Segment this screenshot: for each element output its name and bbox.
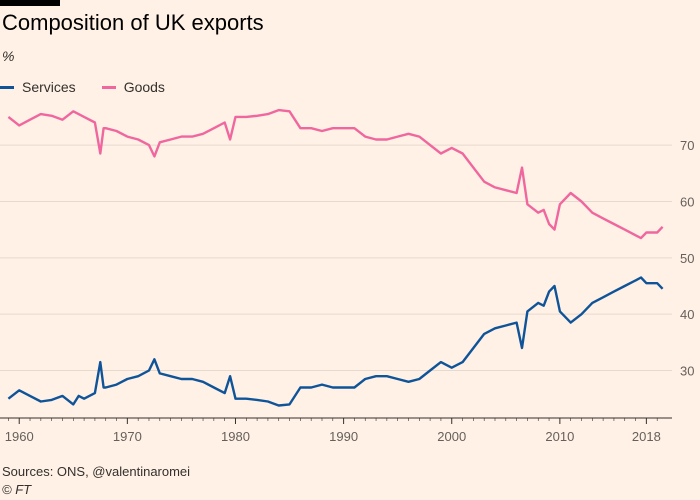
legend-swatch-goods xyxy=(101,85,116,89)
credit-note: © FT xyxy=(2,482,32,497)
y-tick-label-40: 40 xyxy=(680,307,694,322)
legend: Services Goods xyxy=(0,79,165,95)
x-tick-label-1980: 1980 xyxy=(221,429,250,444)
y-tick-label-30: 30 xyxy=(680,364,694,379)
x-tick-label-1990: 1990 xyxy=(329,429,358,444)
chart-title: Composition of UK exports xyxy=(2,10,264,35)
legend-label-goods: Goods xyxy=(123,79,165,95)
source-note: Sources: ONS, @valentinaromei xyxy=(2,464,191,479)
legend-item-goods: Goods xyxy=(101,79,165,95)
ft-top-bar xyxy=(0,0,60,6)
y-tick-label-50: 50 xyxy=(680,251,694,266)
unit-label: % xyxy=(2,48,15,64)
x-tick-label-1960: 1960 xyxy=(5,429,34,444)
x-tick-label-2018: 2018 xyxy=(632,429,661,444)
x-tick-label-2000: 2000 xyxy=(437,429,466,444)
x-tick-label-1970: 1970 xyxy=(113,429,142,444)
series-line-goods xyxy=(7,108,664,240)
legend-swatch-services xyxy=(0,85,14,89)
x-tick-label-2010: 2010 xyxy=(545,429,574,444)
series-line-services xyxy=(7,276,664,407)
y-tick-label-60: 60 xyxy=(680,194,694,209)
legend-label-services: Services xyxy=(22,79,76,95)
y-tick-label-70: 70 xyxy=(680,138,694,153)
line-chart: 30 40 50 60 70 1960 1970 1980 1990 2000 2010 2018 xyxy=(0,108,694,444)
legend-item-services: Services xyxy=(0,79,76,95)
